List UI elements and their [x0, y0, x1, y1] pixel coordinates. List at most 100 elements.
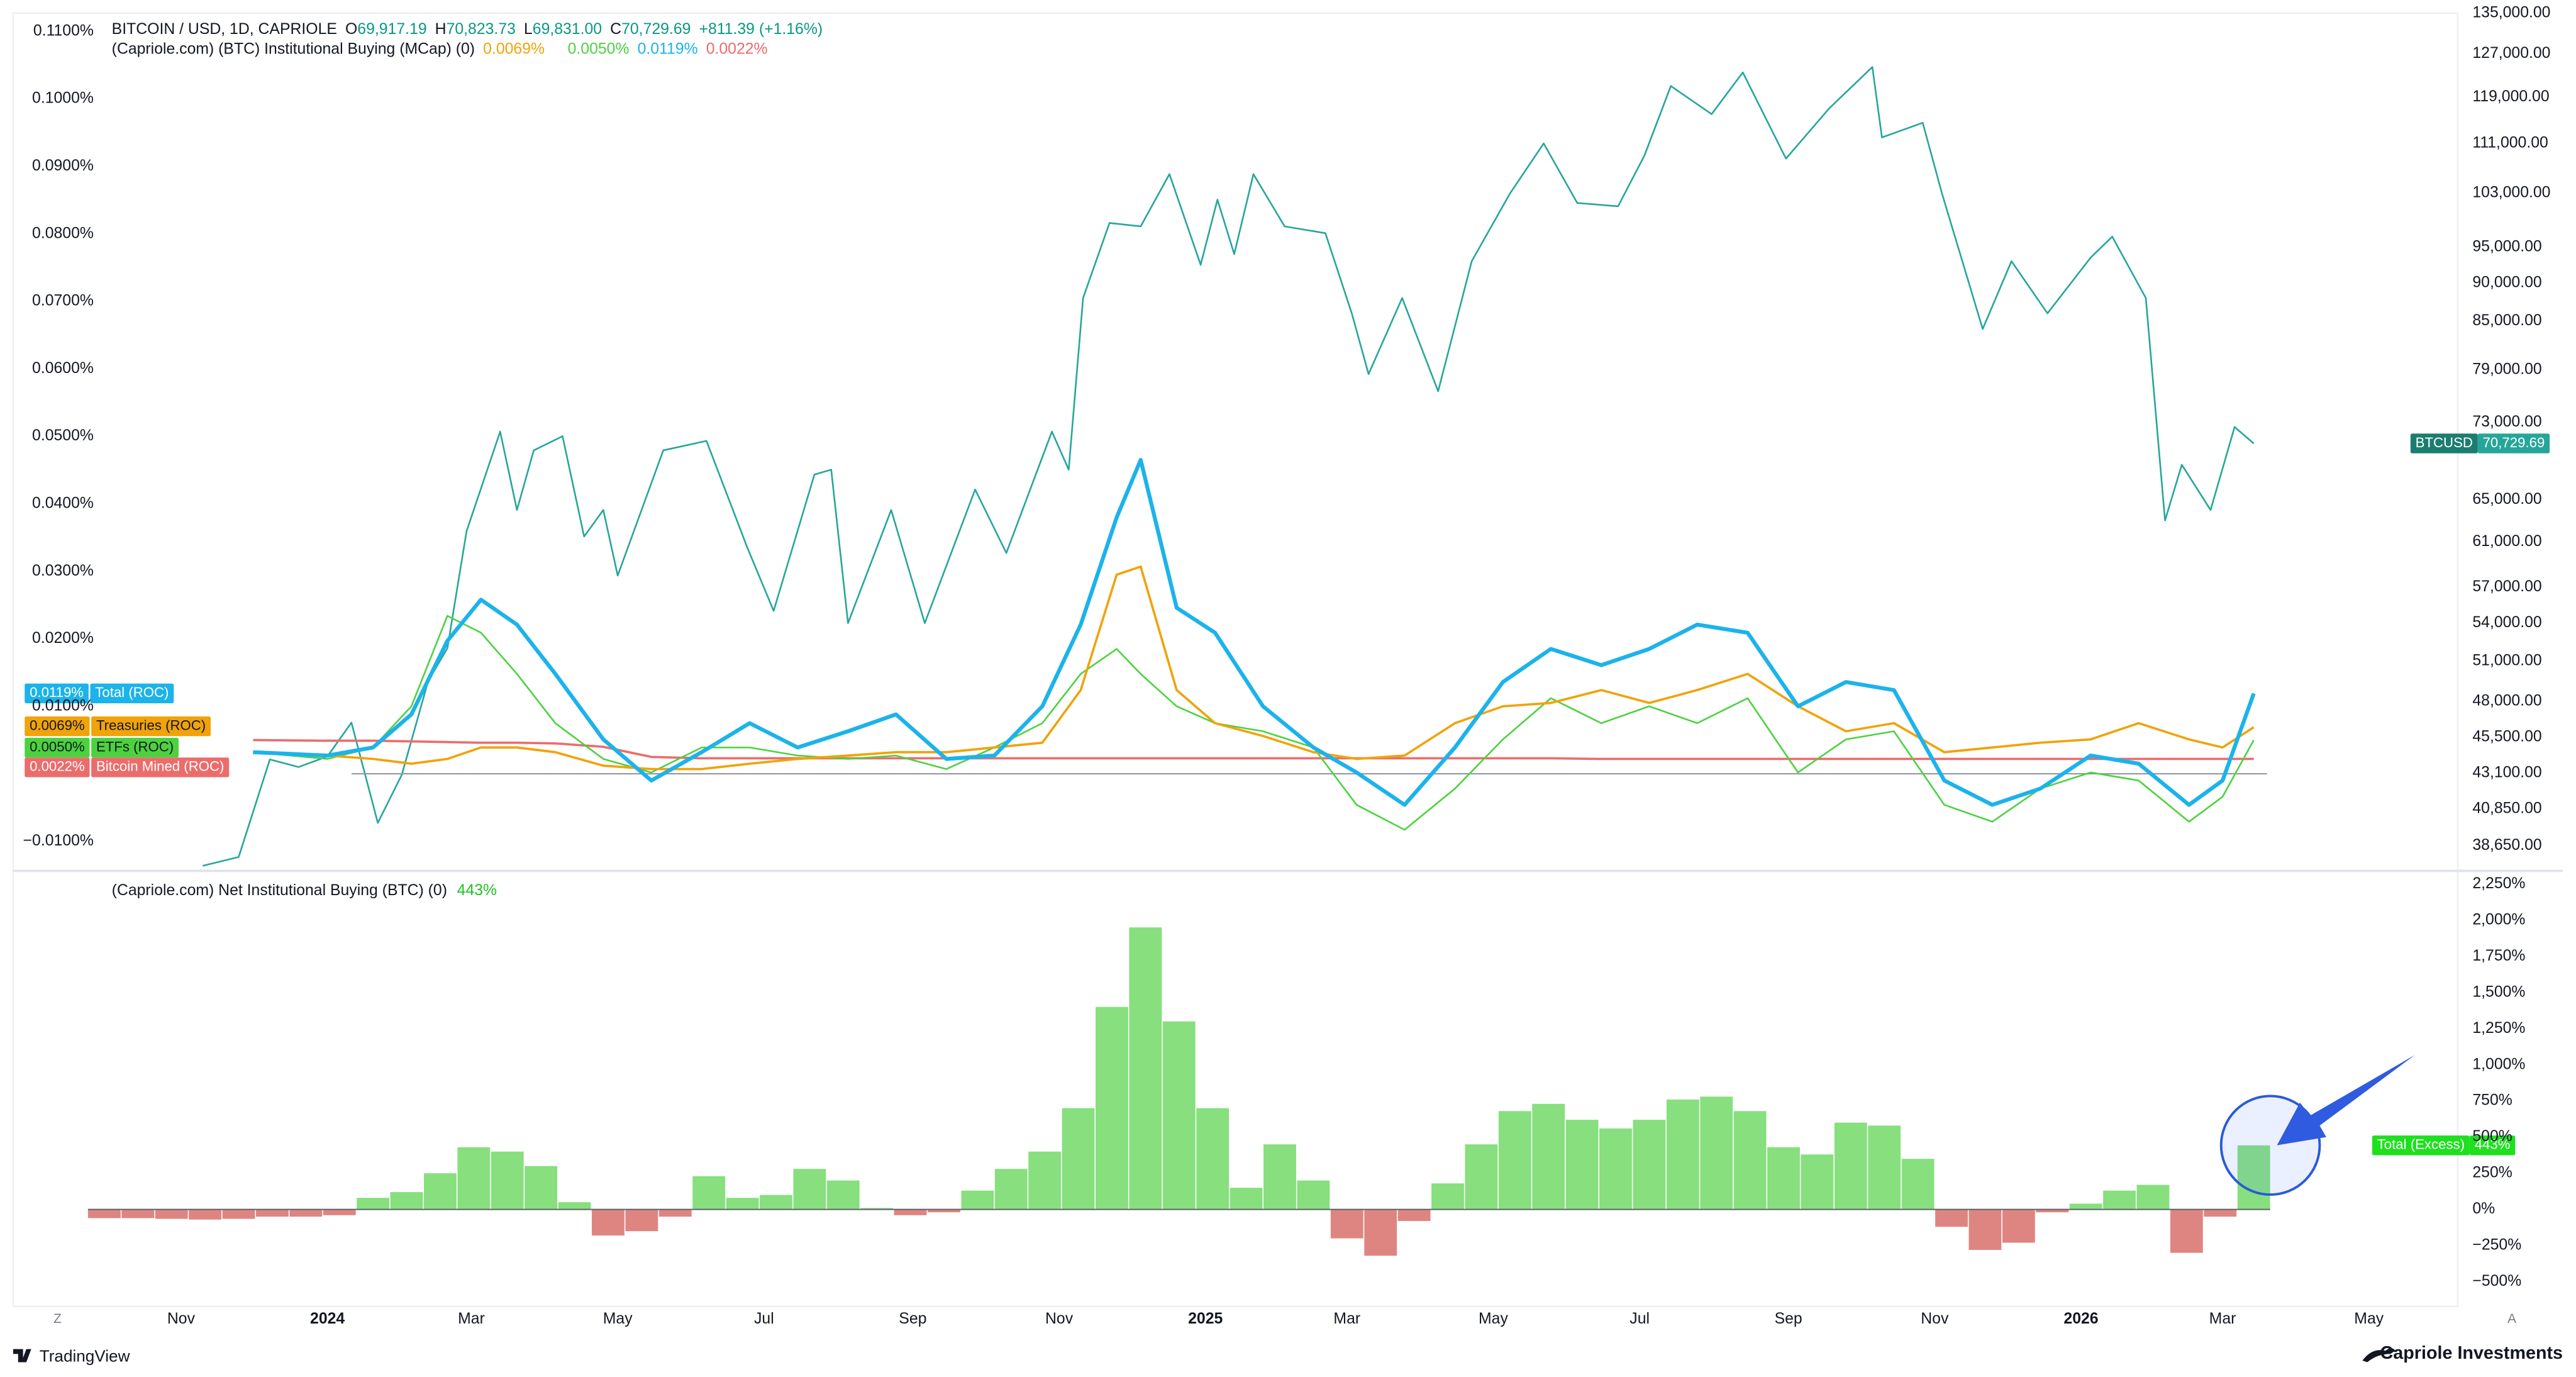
legend-line: (Capriole.com) (BTC) Institutional Buyin…	[112, 40, 768, 57]
tradingview-logo	[13, 1349, 31, 1363]
badge-text: Total (ROC)	[95, 684, 169, 700]
histogram-bar	[2170, 1209, 2203, 1253]
y-tick-label: 65,000.00	[2472, 491, 2541, 508]
badge	[2372, 1135, 2470, 1156]
zoom-button[interactable]: Z	[53, 1312, 62, 1326]
legend-line: BITCOIN / USD, 1D, CAPRIOLE O69,917.19 H70…	[112, 21, 823, 38]
histogram-bar	[994, 1169, 1028, 1210]
y-tick-label: 750%	[2472, 1092, 2512, 1109]
y-tick-label: 95,000.00	[2472, 238, 2541, 255]
histogram-bar	[457, 1147, 491, 1210]
y-tick-label: 85,000.00	[2472, 312, 2541, 329]
badge-text: 443%	[2475, 1137, 2511, 1152]
watermark-icon	[2362, 1348, 2396, 1363]
series-line	[253, 458, 2256, 807]
y-tick-label: 54,000.00	[2472, 614, 2541, 631]
histogram-bar	[1397, 1209, 1431, 1222]
brand: TradingView	[40, 1347, 130, 1366]
legend-text: H	[435, 21, 447, 38]
badge-text: 0.0050%	[30, 739, 85, 754]
y-tick-label: 2,250%	[2472, 875, 2525, 892]
y-tick-label: 127,000.00	[2472, 45, 2550, 62]
histogram-bar	[1330, 1209, 1363, 1239]
histogram-bar	[592, 1209, 625, 1236]
histogram-bar	[1801, 1154, 1834, 1210]
x-tick-label: May	[2354, 1310, 2384, 1327]
histogram-bar	[961, 1190, 994, 1210]
histogram-bar	[1633, 1120, 1666, 1210]
badge	[90, 683, 174, 704]
histogram-bar	[625, 1209, 658, 1232]
histogram-bar	[1733, 1111, 1767, 1210]
histogram-bar	[1297, 1180, 1330, 1210]
x-tick-label: May	[1479, 1310, 1508, 1327]
legend-text: 70,729.69	[621, 21, 691, 38]
histogram-bar	[1666, 1099, 1699, 1210]
histogram-bar	[1935, 1209, 1968, 1227]
legend-line: (Capriole.com) Net Institutional Buying …	[112, 881, 497, 898]
y-tick-label: 0.1000%	[32, 90, 94, 107]
histogram-bar	[2002, 1209, 2035, 1243]
x-tick-label: Nov	[1045, 1310, 1074, 1327]
badge	[25, 757, 90, 778]
histogram-bar	[87, 1209, 121, 1218]
legend-text: 0.0050%	[568, 40, 630, 57]
y-tick-label: 0.0600%	[32, 360, 94, 377]
auto-scale-button[interactable]: A	[2507, 1312, 2516, 1326]
x-tick-label: 2024	[310, 1310, 345, 1327]
x-tick-label: Mar	[2209, 1310, 2236, 1327]
y-tick-label: 0.0200%	[32, 630, 94, 647]
y-tick-label: −0.0100%	[23, 832, 94, 849]
x-tick-label: Mar	[458, 1310, 485, 1327]
y-tick-label: 61,000.00	[2472, 533, 2541, 550]
legend-text: +811.39 (+1.16%)	[699, 21, 823, 38]
annotation-arrow	[2277, 1055, 2415, 1146]
histogram-bar	[860, 1208, 894, 1210]
y-tick-label: −250%	[2472, 1237, 2521, 1254]
badge	[91, 716, 211, 737]
y-tick-label: 250%	[2472, 1164, 2512, 1181]
y-tick-label: 0.0300%	[32, 562, 94, 579]
histogram-bar	[1498, 1111, 1531, 1210]
histogram-bar	[289, 1209, 323, 1217]
histogram-bar	[1901, 1159, 1935, 1210]
y-tick-label: 51,000.00	[2472, 652, 2541, 669]
indicator-pane	[253, 458, 2267, 831]
y-tick-label: 57,000.00	[2472, 578, 2541, 595]
legend-text: 69,831.00	[533, 21, 602, 38]
histogram-pane	[87, 927, 2270, 1256]
histogram-bar	[1868, 1125, 1901, 1210]
y-tick-label: 1,500%	[2472, 983, 2525, 1000]
legend-text: 0.0022%	[706, 40, 768, 57]
badge-text: 0.0069%	[30, 717, 85, 733]
histogram-bar	[525, 1166, 558, 1210]
y-tick-label: 500%	[2472, 1128, 2512, 1145]
histogram-bar	[793, 1169, 826, 1210]
y-tick-label: 0.0100%	[32, 697, 94, 714]
overlay: 70,729.69 BTCUSD 0.0119% Total (ROC) 0.0069%…	[25, 433, 2550, 1196]
y-tick-label: 135,000.00	[2472, 4, 2550, 21]
badge-text: Total (Excess)	[2377, 1137, 2465, 1152]
y-tick-label: 40,850.00	[2472, 800, 2541, 817]
legend-text: (Capriole.com) Net Institutional Buying …	[112, 881, 447, 898]
y-tick-label: 1,250%	[2472, 1020, 2525, 1037]
y-tick-label: 1,750%	[2472, 947, 2525, 964]
series-line	[202, 66, 2255, 867]
legend-text: 70,823.73	[447, 21, 516, 38]
y-tick-label: 111,000.00	[2472, 135, 2548, 152]
x-tick-label: Nov	[167, 1310, 196, 1327]
histogram-bar	[1834, 1122, 1867, 1210]
legend-text: 0.0119%	[638, 40, 698, 57]
badge-text: ETFs (ROC)	[96, 739, 174, 754]
badge-text: Bitcoin Mined (ROC)	[96, 759, 224, 774]
y-tick-label: 0.0500%	[32, 427, 94, 444]
y-tick-label: 119,000.00	[2472, 88, 2549, 105]
histogram-bar	[1230, 1188, 1263, 1210]
histogram-bar	[121, 1209, 155, 1218]
y-tick-label: 0.0900%	[32, 157, 94, 174]
y-tick-label: 38,650.00	[2472, 837, 2541, 854]
histogram-bar	[826, 1180, 860, 1210]
x-tick-label: Sep	[899, 1310, 926, 1327]
y-tick-label: 43,100.00	[2472, 764, 2541, 781]
